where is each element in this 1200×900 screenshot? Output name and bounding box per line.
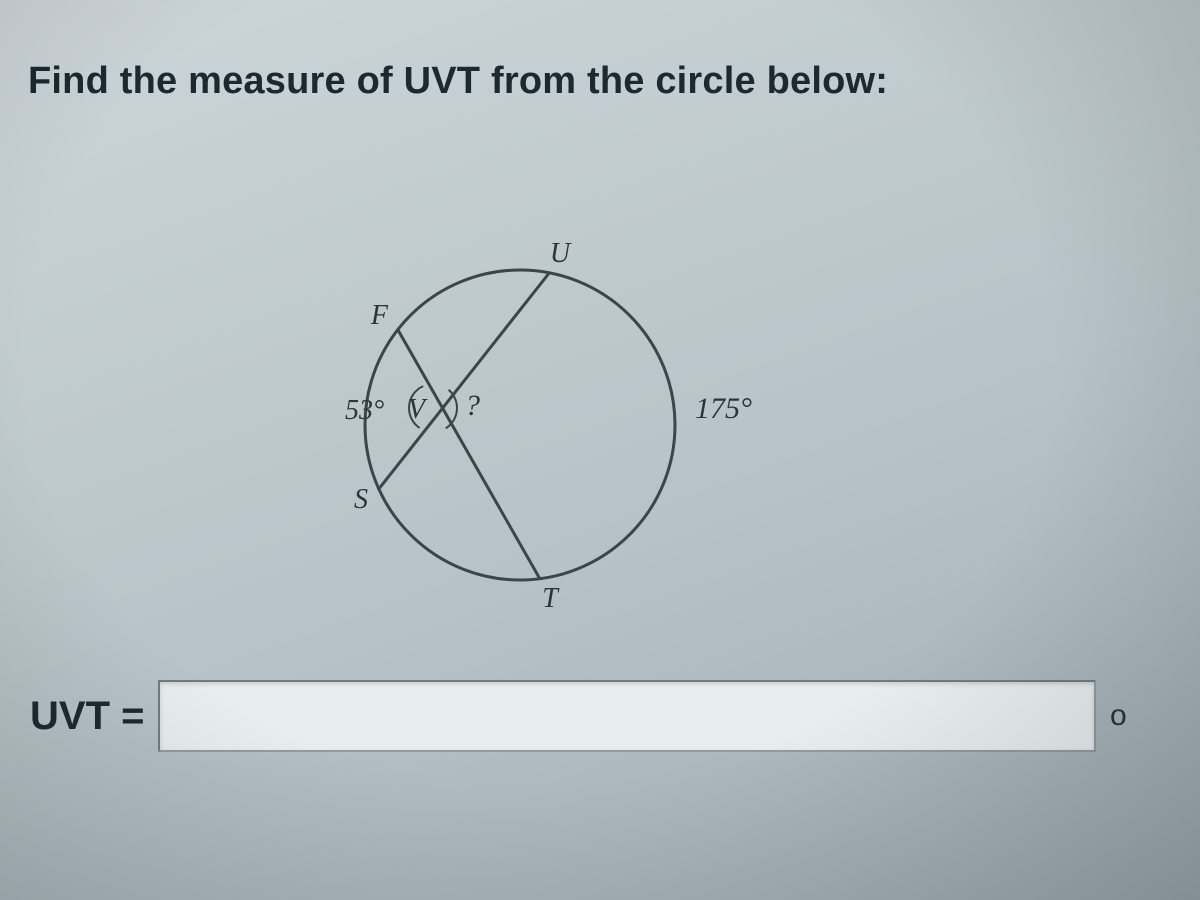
question-prompt: Find the measure of UVT from the circle … [28, 60, 1160, 103]
angle-53: 53° [345, 395, 384, 426]
answer-row: UVT = o [30, 680, 1140, 752]
label-v: V [408, 394, 428, 425]
chord-su [378, 272, 550, 490]
label-s: S [354, 484, 368, 515]
uvt-answer-input[interactable] [158, 680, 1096, 752]
angle-question: ? [465, 389, 480, 422]
label-f: F [370, 300, 389, 331]
label-t: T [542, 583, 560, 610]
arc-175: 175° [695, 392, 752, 425]
diagram-circle [365, 270, 675, 580]
circle-diagram: U F S T V 53° ? 175° [260, 190, 780, 610]
answer-label: UVT = [30, 694, 144, 739]
label-u: U [550, 238, 572, 269]
degree-unit: o [1110, 699, 1140, 733]
